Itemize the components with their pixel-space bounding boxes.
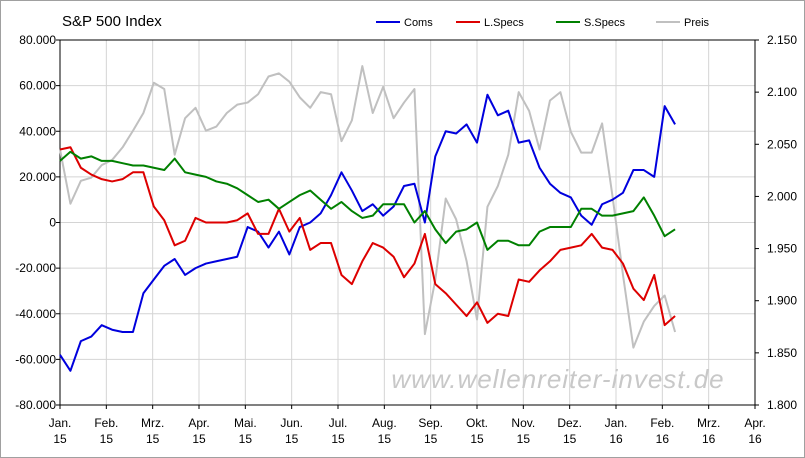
- watermark: www.wellenreiter-invest.de: [391, 364, 724, 394]
- y2-tick-label: 1.900: [767, 294, 797, 308]
- legend-label: L.Specs: [484, 17, 524, 29]
- x-tick-label: Nov. 15: [511, 416, 535, 446]
- chart-title: S&P 500 Index: [62, 13, 162, 30]
- legend-label: Coms: [404, 17, 433, 29]
- legend-label: Preis: [684, 17, 710, 29]
- y-tick-label: -60.000: [15, 352, 56, 366]
- x-tick-label: Jul. 15: [329, 416, 348, 446]
- x-tick-label: Feb. 15: [94, 416, 118, 446]
- x-tick-label: Jan. 16: [605, 416, 628, 446]
- x-tick-label: Okt. 15: [466, 416, 488, 446]
- x-tick-label: Dez. 15: [557, 416, 582, 446]
- y-tick-label: 0: [49, 216, 56, 230]
- y-tick-label: 20.000: [19, 170, 56, 184]
- y2-tick-label: 2.100: [767, 85, 797, 99]
- y2-tick-label: 1.850: [767, 346, 797, 360]
- y-tick-label: -40.000: [15, 307, 56, 321]
- x-tick-label: Mrz. 16: [697, 416, 720, 446]
- y2-tick-label: 1.950: [767, 242, 797, 256]
- y-tick-label: 80.000: [19, 33, 56, 47]
- series-line: [59, 65, 677, 349]
- series-line: [59, 150, 676, 251]
- y-tick-label: -80.000: [15, 398, 56, 412]
- y2-tick-label: 2.050: [767, 137, 797, 151]
- y-tick-label: 40.000: [19, 124, 56, 138]
- x-tick-label: Feb. 16: [650, 416, 674, 446]
- x-tick-label: Jan. 15: [49, 416, 72, 446]
- x-tick-label: Apr. 16: [744, 416, 765, 446]
- x-tick-label: Mrz. 15: [141, 416, 164, 446]
- x-tick-label: Sep. 15: [418, 416, 443, 446]
- y2-tick-label: 2.150: [767, 33, 797, 47]
- x-tick-label: Apr. 15: [188, 416, 209, 446]
- x-tick-label: Jun. 15: [280, 416, 303, 446]
- x-tick-label: Aug. 15: [372, 416, 397, 446]
- series-line: [59, 93, 676, 372]
- plot-area: [59, 39, 756, 406]
- y2-tick-label: 2.000: [767, 189, 797, 203]
- y-tick-label: -20.000: [15, 261, 56, 275]
- y2-tick-label: 1.800: [767, 398, 797, 412]
- legend-label: S.Specs: [584, 17, 625, 29]
- y-tick-label: 60.000: [19, 79, 56, 93]
- series-line: [59, 146, 676, 327]
- x-tick-label: Mai. 15: [234, 416, 257, 446]
